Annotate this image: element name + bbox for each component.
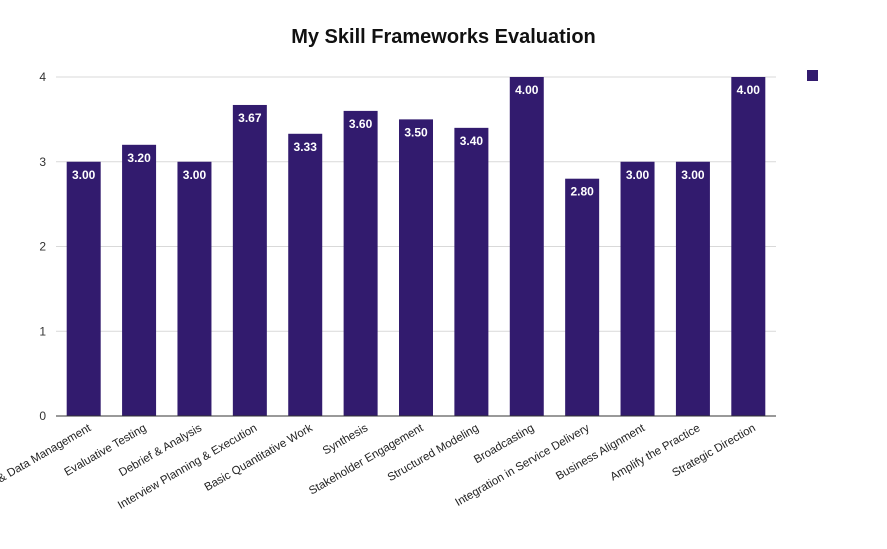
data-label: 3.00 [626, 168, 650, 182]
data-label: 3.00 [183, 168, 207, 182]
data-label: 3.60 [349, 117, 373, 131]
bar [343, 110, 378, 417]
bar [731, 77, 766, 416]
y-tick-label: 4 [39, 70, 46, 84]
data-label: 4.00 [515, 83, 539, 97]
legend-swatch [807, 70, 818, 81]
y-tick-label: 1 [39, 324, 46, 338]
data-label: 3.40 [460, 134, 484, 148]
data-label: 3.33 [294, 140, 318, 154]
bar [565, 178, 600, 416]
y-tick-label: 0 [39, 409, 46, 423]
x-tick-label: & Data Management [0, 422, 94, 486]
bar [399, 119, 433, 416]
data-label: 4.00 [737, 83, 761, 97]
y-tick-label: 3 [39, 155, 46, 169]
data-label: 3.20 [127, 151, 151, 165]
bar [232, 104, 267, 416]
bar [177, 161, 212, 416]
legend [807, 70, 818, 81]
bar [288, 133, 323, 416]
bar [122, 144, 157, 417]
bar [509, 77, 544, 416]
y-tick-label: 2 [39, 240, 46, 254]
data-label: 3.00 [681, 168, 705, 182]
x-tick-label: Structured Modeling [386, 422, 481, 484]
bars: 3.00 3.20 3.00 3.67 3.33 3.60 3.50 3.40 4.00 2.80… [66, 77, 766, 417]
bar [454, 127, 489, 416]
data-label: 3.67 [238, 111, 262, 125]
bar [675, 161, 710, 416]
x-tick-label: Synthesis [321, 422, 370, 457]
x-tick-label: Business Alignment [554, 422, 648, 483]
data-label: 3.00 [72, 168, 96, 182]
bar [66, 161, 101, 416]
bar [620, 161, 655, 416]
data-label: 2.80 [570, 185, 594, 199]
chart-title: My Skill Frameworks Evaluation [291, 26, 596, 48]
data-label: 3.50 [404, 125, 428, 139]
x-tick-label: Amplify the Practice [608, 422, 702, 483]
